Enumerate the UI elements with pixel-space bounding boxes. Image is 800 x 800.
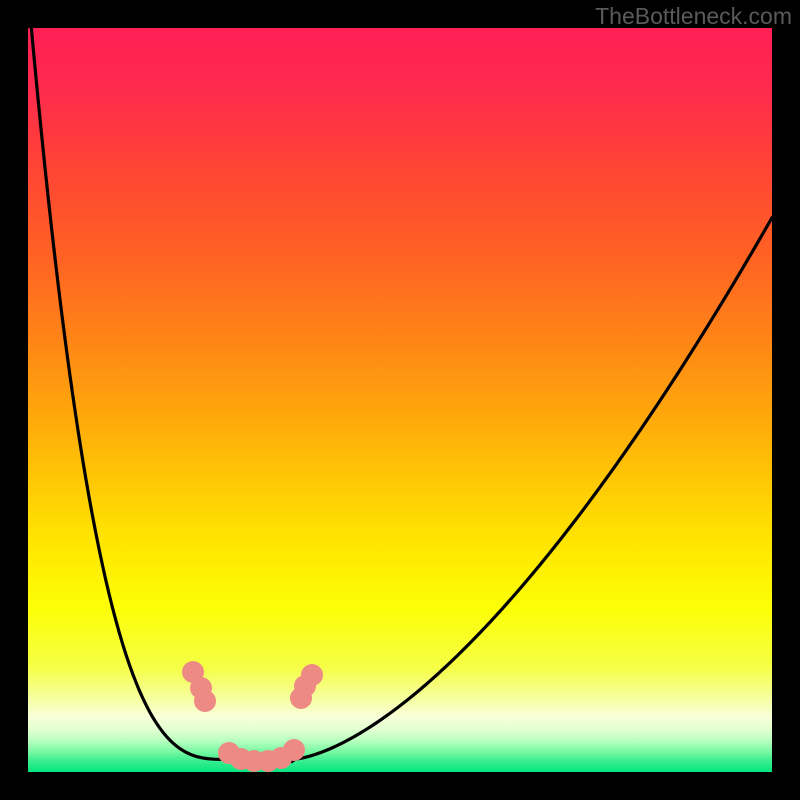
markers-layer (28, 28, 772, 772)
plot-area (28, 28, 772, 772)
data-marker (301, 664, 323, 686)
data-marker (283, 739, 305, 761)
watermark-text: TheBottleneck.com (595, 3, 792, 30)
chart-frame: { "watermark": { "text": "TheBottleneck.… (0, 0, 800, 800)
data-marker (194, 690, 216, 712)
